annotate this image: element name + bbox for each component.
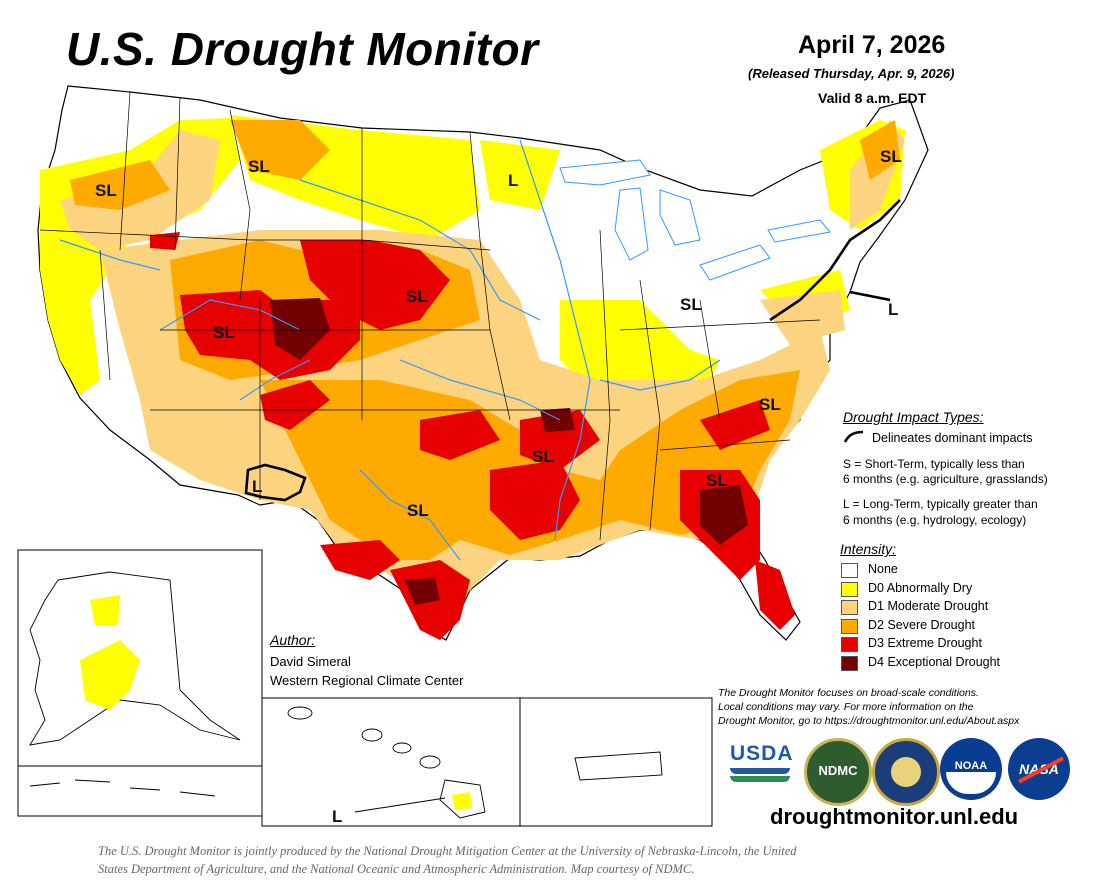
noaa-logo[interactable]: NOAA	[940, 738, 1002, 800]
hawaii-d0	[452, 792, 472, 810]
valid-time: Valid 8 a.m. EDT	[818, 90, 927, 106]
map-label: SL	[95, 181, 117, 200]
intensity-label: D3 Extreme Drought	[868, 636, 982, 651]
aleutian-strip	[17, 765, 263, 817]
map-label: SL	[213, 323, 235, 342]
intensity-label: D4 Exceptional Drought	[868, 655, 1001, 669]
intensity-label: None	[868, 562, 898, 576]
noaa-logo-text: NOAA	[954, 760, 988, 772]
intensity-label: D2 Severe Drought	[868, 617, 976, 632]
map-label: L	[508, 171, 518, 190]
impact-labels: SL SL L SL SL SL L SL SL L SL SL SL L	[95, 147, 902, 826]
intensity-swatch	[841, 581, 858, 597]
footer-line: States Department of Agriculture, and th…	[98, 862, 695, 876]
info-note: The Drought Monitor focuses on broad-sca…	[718, 686, 1088, 728]
map-label: L	[888, 300, 898, 319]
footer-line: The U.S. Drought Monitor is jointly prod…	[98, 844, 797, 858]
website-link[interactable]: droughtmonitor.unl.edu	[770, 804, 1019, 829]
map-label: SL	[532, 447, 554, 466]
footer-credits: The U.S. Drought Monitor is jointly prod…	[98, 842, 998, 878]
short-term-line2: 6 months (e.g. agriculture, grasslands)	[843, 472, 1048, 486]
alaska-d0	[80, 640, 140, 710]
author-organization: Western Regional Climate Center	[270, 673, 464, 688]
ndmc-logo-text: NDMC	[818, 763, 858, 778]
map-date: April 7, 2026	[798, 31, 946, 59]
long-term-line1: L = Long-Term, typically greater than	[843, 497, 1038, 511]
great-lakes	[559, 159, 831, 281]
intensity-swatch	[841, 656, 858, 671]
intensity-swatch	[841, 637, 858, 653]
map-label: SL	[706, 471, 728, 490]
info-note-line: Local conditions may vary. For more info…	[718, 701, 974, 713]
map-label: L	[332, 807, 342, 826]
impact-lines	[244, 199, 901, 502]
intensity-label: D0 Abnormally Dry	[868, 580, 973, 595]
impact-delineates-label: Delineates dominant impacts	[872, 431, 1033, 445]
map-label: SL	[406, 287, 428, 306]
author-heading: Author:	[270, 632, 316, 648]
map-label: SL	[680, 295, 702, 314]
hawaii-label-leader	[354, 797, 446, 813]
long-term-line2: 6 months (e.g. hydrology, ecology)	[843, 513, 1027, 527]
intensity-legend-heading: Intensity:	[840, 541, 897, 557]
map-label: SL	[759, 395, 781, 414]
short-term-line1: S = Short-Term, typically less than	[843, 457, 1025, 471]
impact-legend-heading: Drought Impact Types:	[843, 409, 984, 425]
intensity-label: D1 Moderate Drought	[868, 599, 989, 614]
map-label: SL	[880, 147, 902, 166]
map-label: SL	[407, 501, 429, 520]
intensity-swatch	[841, 618, 858, 634]
nasa-logo[interactable]: NASA	[1008, 738, 1070, 800]
impact-line-icon	[843, 430, 864, 443]
intensity-swatch	[841, 563, 858, 578]
page-title: U.S. Drought Monitor	[66, 23, 539, 75]
commerce-seal-logo[interactable]	[872, 738, 940, 806]
rivers	[59, 139, 721, 561]
info-note-line: The Drought Monitor focuses on broad-sca…	[718, 687, 979, 699]
alaska-d0-2	[90, 595, 120, 625]
map-label: SL	[248, 157, 270, 176]
usda-logo[interactable]: USDA	[730, 742, 794, 794]
puerto-rico-outline	[574, 751, 663, 781]
d4-areas	[270, 298, 748, 605]
author-name: David Simeral	[270, 654, 351, 669]
map-label: L	[252, 477, 262, 496]
ndmc-logo[interactable]: NDMC	[804, 738, 872, 806]
usda-logo-text: USDA	[730, 742, 794, 765]
aleutian-islands	[29, 779, 216, 797]
info-note-line[interactable]: Drought Monitor, go to https://droughtmo…	[718, 715, 1020, 727]
intensity-swatch	[841, 600, 858, 616]
release-date: (Released Thursday, Apr. 9, 2026)	[748, 66, 955, 81]
state-boundaries	[39, 91, 821, 541]
